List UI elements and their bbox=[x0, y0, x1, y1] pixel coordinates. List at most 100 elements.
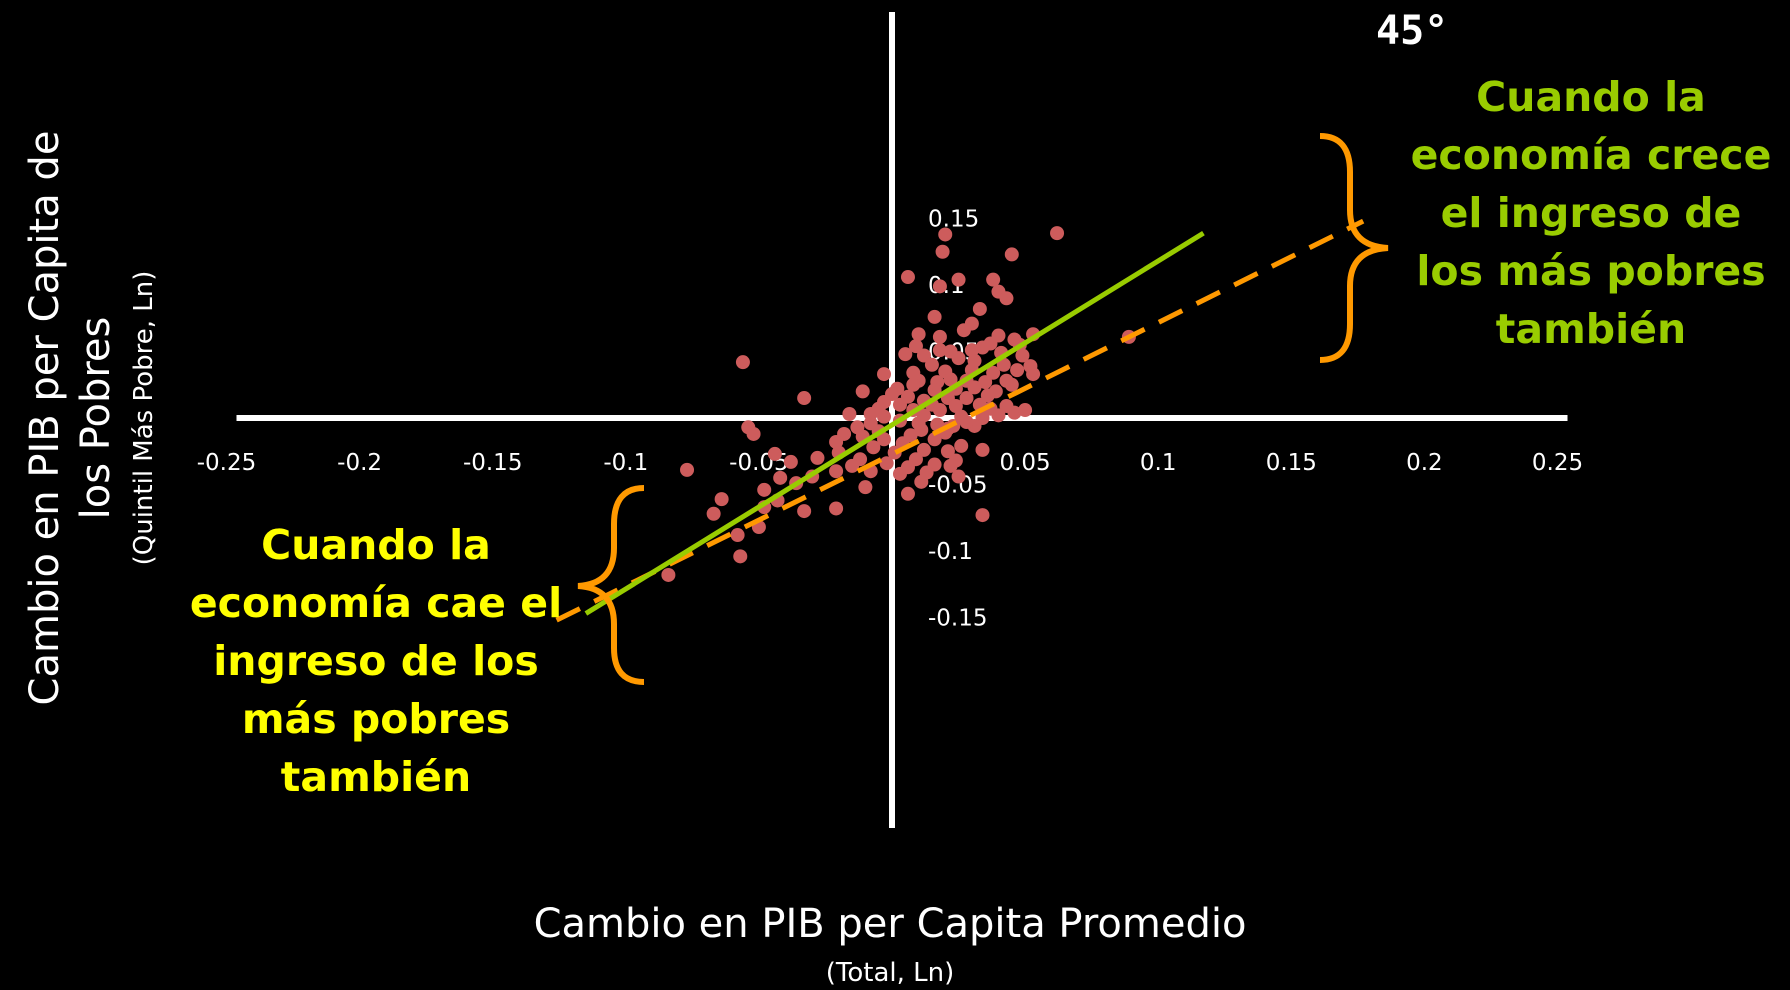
data-point bbox=[932, 403, 947, 418]
data-point bbox=[829, 501, 844, 516]
data-point bbox=[900, 270, 915, 285]
data-point bbox=[855, 384, 870, 399]
data-point bbox=[877, 432, 892, 447]
data-point bbox=[735, 355, 750, 370]
data-point bbox=[932, 329, 947, 344]
braces bbox=[577, 133, 1389, 685]
x-tick-label: -0.15 bbox=[463, 450, 523, 476]
data-point bbox=[746, 426, 761, 441]
data-point bbox=[916, 442, 931, 457]
data-point bbox=[996, 357, 1011, 372]
data-point bbox=[797, 391, 812, 406]
annotation-growth-line: también bbox=[1496, 305, 1686, 353]
data-point bbox=[986, 365, 1001, 380]
annotation-growth: Cuando la economía crece el ingreso de los … bbox=[1411, 73, 1772, 353]
data-point bbox=[954, 438, 969, 453]
annotation-growth-line: el ingreso de bbox=[1441, 189, 1742, 237]
y-tick-label: -0.1 bbox=[928, 539, 973, 565]
x-axis-subtitle: (Total, Ln) bbox=[826, 958, 955, 986]
data-point bbox=[783, 454, 798, 469]
data-point bbox=[951, 272, 966, 287]
data-point bbox=[986, 272, 1001, 287]
x-tick-labels: -0.25 -0.2 -0.15 -0.1 -0.05 0.05 0.1 0.15 0.2 0.2… bbox=[197, 450, 1583, 476]
data-point bbox=[951, 351, 966, 366]
data-point bbox=[773, 470, 788, 485]
data-point bbox=[706, 506, 721, 521]
data-point bbox=[927, 383, 942, 398]
data-point bbox=[980, 388, 995, 403]
data-point bbox=[975, 508, 990, 523]
data-point bbox=[959, 391, 974, 406]
data-point bbox=[767, 446, 782, 461]
reference-lines bbox=[555, 218, 1365, 623]
data-point bbox=[842, 407, 857, 422]
x-tick-label: 0.05 bbox=[999, 450, 1050, 476]
data-point bbox=[935, 244, 950, 259]
data-point bbox=[906, 377, 921, 392]
data-point bbox=[845, 458, 860, 473]
annotation-decline-line: economía cae el bbox=[190, 579, 562, 627]
data-point bbox=[914, 474, 929, 489]
data-point bbox=[892, 397, 907, 412]
data-point bbox=[956, 323, 971, 338]
x-tick-label: 0.15 bbox=[1266, 450, 1317, 476]
data-point bbox=[932, 279, 947, 294]
data-point bbox=[975, 340, 990, 355]
diagonal-45-label: 45° bbox=[1376, 8, 1448, 54]
data-point bbox=[940, 444, 955, 459]
data-point bbox=[972, 301, 987, 316]
data-point bbox=[938, 227, 953, 242]
data-point bbox=[733, 549, 748, 564]
data-point bbox=[927, 432, 942, 447]
y-tick-label: -0.15 bbox=[928, 606, 988, 632]
scatter-points bbox=[661, 226, 1136, 582]
annotation-growth-line: Cuando la bbox=[1476, 73, 1706, 121]
y-axis-subtitle: (Quintil Más Pobre, Ln) bbox=[129, 271, 159, 566]
data-point bbox=[1004, 247, 1019, 262]
diagonal-45-line bbox=[555, 218, 1365, 623]
data-point bbox=[1010, 363, 1025, 378]
y-axis-title-line: Cambio en PIB per Capita de bbox=[22, 131, 68, 706]
data-point bbox=[877, 367, 892, 382]
data-point bbox=[1018, 403, 1033, 418]
data-point bbox=[916, 348, 931, 363]
data-point bbox=[898, 347, 913, 362]
data-point bbox=[757, 482, 772, 497]
data-point bbox=[829, 464, 844, 479]
y-axis-title-line: los Pobres bbox=[73, 317, 119, 520]
data-point bbox=[948, 399, 963, 414]
left-brace bbox=[577, 485, 645, 685]
x-tick-label: 0.1 bbox=[1140, 450, 1177, 476]
data-point bbox=[911, 327, 926, 342]
data-point bbox=[967, 380, 982, 395]
data-point bbox=[810, 450, 825, 465]
x-axis-title: Cambio en PIB per Capita Promedio bbox=[534, 901, 1247, 947]
annotation-decline-line: más pobres bbox=[242, 695, 510, 743]
data-point bbox=[1015, 348, 1030, 363]
data-point bbox=[858, 480, 873, 495]
data-point bbox=[829, 434, 844, 449]
right-brace bbox=[1319, 133, 1389, 363]
annotation-decline-line: también bbox=[281, 753, 471, 801]
y-tick-label: 0.15 bbox=[928, 207, 979, 233]
annotation-decline-line: Cuando la bbox=[261, 521, 491, 569]
data-point bbox=[1050, 226, 1065, 241]
data-point bbox=[978, 375, 993, 390]
data-point bbox=[866, 440, 881, 455]
y-axis-title: Cambio en PIB per Capita de los Pobres bbox=[22, 131, 119, 706]
regression-line bbox=[584, 231, 1205, 616]
annotation-decline: Cuando la economía cae el ingreso de los má… bbox=[190, 521, 562, 801]
data-point bbox=[797, 504, 812, 519]
data-point bbox=[924, 357, 939, 372]
data-point bbox=[999, 291, 1014, 306]
data-point bbox=[951, 469, 966, 484]
data-point bbox=[900, 486, 915, 501]
chart-labels: 45° Cuando la economía crece el ingreso de l… bbox=[22, 8, 1772, 988]
x-tick-label: -0.1 bbox=[603, 450, 648, 476]
data-point bbox=[892, 466, 907, 481]
data-point bbox=[927, 309, 942, 324]
data-point bbox=[680, 462, 695, 477]
data-point bbox=[879, 456, 894, 471]
data-point bbox=[943, 458, 958, 473]
